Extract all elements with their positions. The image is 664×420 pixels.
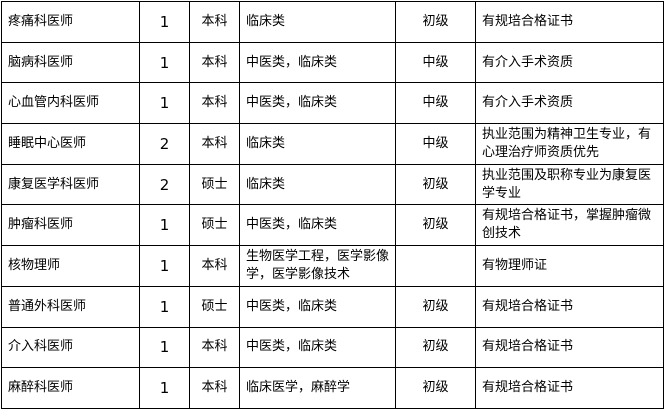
positions-table: 疼痛科医师 1 本科 临床类 初级 有规培合格证书 脑病科医师 1 本科 中医类，临床类 中级 有介入…	[1, 1, 664, 409]
degree-cell: 本科	[189, 82, 240, 125]
position-cell: 介入科医师	[1, 326, 140, 369]
requirement-cell: 有规培合格证书	[475, 1, 664, 43]
degree-cell: 本科	[189, 367, 240, 409]
count-cell: 1	[139, 41, 190, 84]
degree-cell: 本科	[189, 245, 240, 287]
requirement-cell: 有规培合格证书	[475, 285, 664, 328]
position-cell: 麻醉科医师	[1, 367, 140, 409]
title-level-cell: 初级	[395, 1, 476, 43]
major-cell: 中医类，临床类	[239, 41, 396, 84]
requirement-cell: 有规培合格证书	[475, 326, 664, 369]
major-cell: 临床类	[239, 123, 396, 165]
title-level-cell	[395, 245, 476, 287]
title-level-cell: 初级	[395, 204, 476, 247]
requirement-cell: 有物理师证	[475, 245, 664, 287]
degree-cell: 本科	[189, 41, 240, 84]
degree-cell: 硕士	[189, 204, 240, 247]
degree-cell: 本科	[189, 1, 240, 43]
title-level-cell: 初级	[395, 163, 476, 206]
count-cell: 1	[139, 82, 190, 125]
title-level-cell: 初级	[395, 367, 476, 409]
table-row: 介入科医师 1 本科 中医类，临床类 初级 有规培合格证书	[1, 326, 664, 369]
title-level-cell: 初级	[395, 285, 476, 328]
title-level-cell: 初级	[395, 326, 476, 369]
major-cell: 中医类，临床类	[239, 285, 396, 328]
position-cell: 心血管内科医师	[1, 82, 140, 125]
table-row: 核物理师 1 本科 生物医学工程，医学影像学，医学影像技术 有物理师证	[1, 245, 664, 287]
position-cell: 肿瘤科医师	[1, 204, 140, 247]
major-cell: 临床类	[239, 1, 396, 43]
major-cell: 临床医学，麻醉学	[239, 367, 396, 409]
degree-cell: 本科	[189, 326, 240, 369]
count-cell: 1	[139, 285, 190, 328]
major-cell: 中医类，临床类	[239, 204, 396, 247]
count-cell: 1	[139, 245, 190, 287]
title-level-cell: 中级	[395, 41, 476, 84]
major-cell: 临床类	[239, 163, 396, 206]
major-cell: 生物医学工程，医学影像学，医学影像技术	[239, 245, 396, 287]
count-cell: 1	[139, 367, 190, 409]
requirement-cell: 有介入手术资质	[475, 41, 664, 84]
table-body: 疼痛科医师 1 本科 临床类 初级 有规培合格证书 脑病科医师 1 本科 中医类，临床类 中级 有介入…	[1, 1, 664, 409]
major-cell: 中医类，临床类	[239, 82, 396, 125]
requirement-cell: 执业范围为精神卫生专业，有心理治疗师资质优先	[475, 123, 664, 165]
degree-cell: 硕士	[189, 285, 240, 328]
title-level-cell: 中级	[395, 82, 476, 125]
title-level-cell: 中级	[395, 123, 476, 165]
degree-cell: 本科	[189, 123, 240, 165]
requirement-cell: 有规培合格证书	[475, 367, 664, 409]
table-row: 康复医学科医师 2 硕士 临床类 初级 执业范围及职称专业为康复医学专业	[1, 163, 664, 206]
count-cell: 1	[139, 1, 190, 43]
count-cell: 1	[139, 204, 190, 247]
requirement-cell: 执业范围及职称专业为康复医学专业	[475, 163, 664, 206]
degree-cell: 硕士	[189, 163, 240, 206]
table-row: 麻醉科医师 1 本科 临床医学，麻醉学 初级 有规培合格证书	[1, 367, 664, 409]
position-cell: 核物理师	[1, 245, 140, 287]
count-cell: 2	[139, 123, 190, 165]
position-cell: 脑病科医师	[1, 41, 140, 84]
count-cell: 2	[139, 163, 190, 206]
table-row: 普通外科医师 1 硕士 中医类，临床类 初级 有规培合格证书	[1, 285, 664, 328]
position-cell: 睡眠中心医师	[1, 123, 140, 165]
requirement-cell: 有规培合格证书，掌握肿瘤微创技术	[475, 204, 664, 247]
count-cell: 1	[139, 326, 190, 369]
position-cell: 康复医学科医师	[1, 163, 140, 206]
position-cell: 疼痛科医师	[1, 1, 140, 43]
table-row: 疼痛科医师 1 本科 临床类 初级 有规培合格证书	[1, 1, 664, 43]
position-cell: 普通外科医师	[1, 285, 140, 328]
requirement-cell: 有介入手术资质	[475, 82, 664, 125]
major-cell: 中医类，临床类	[239, 326, 396, 369]
table-row: 肿瘤科医师 1 硕士 中医类，临床类 初级 有规培合格证书，掌握肿瘤微创技术	[1, 204, 664, 247]
table-row: 脑病科医师 1 本科 中医类，临床类 中级 有介入手术资质	[1, 41, 664, 84]
table-row: 睡眠中心医师 2 本科 临床类 中级 执业范围为精神卫生专业，有心理治疗师资质优先	[1, 123, 664, 165]
table-row: 心血管内科医师 1 本科 中医类，临床类 中级 有介入手术资质	[1, 82, 664, 125]
